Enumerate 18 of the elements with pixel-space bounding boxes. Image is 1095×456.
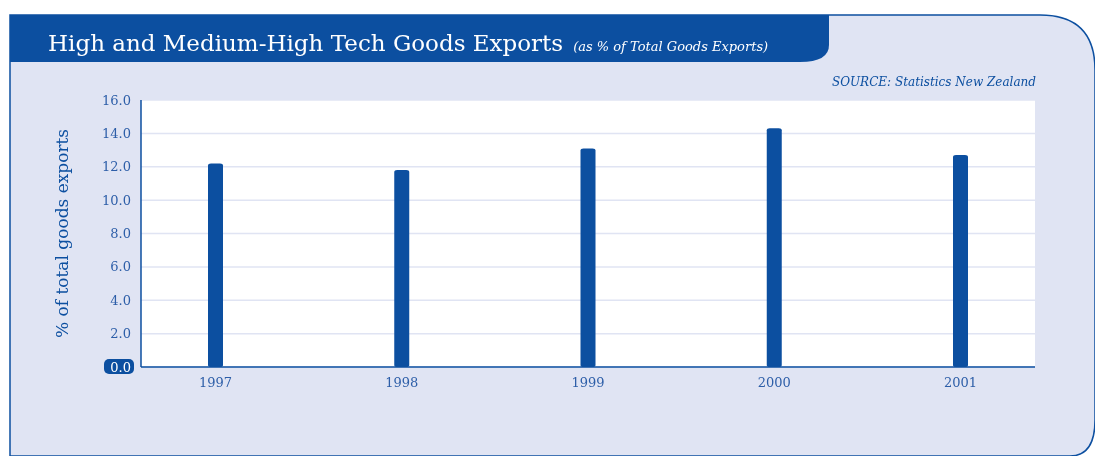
y-tick-label: 0.0 — [110, 359, 131, 375]
y-axis-title: % of total goods exports — [52, 128, 72, 339]
x-tick-label: 1998 — [385, 375, 419, 390]
y-tick-label: 2.0 — [110, 326, 131, 342]
source-note: SOURCE: Statistics New Zealand — [831, 75, 1037, 89]
y-tick-label: 6.0 — [110, 259, 131, 275]
y-tick-label: 14.0 — [102, 125, 131, 141]
x-tick-label: 1997 — [198, 375, 233, 390]
x-tick-label: 2000 — [757, 375, 791, 390]
y-tick-label: 16.0 — [102, 92, 131, 108]
y-tick-label: 12.0 — [102, 159, 131, 175]
chart-title: High and Medium-High Tech Goods Exports — [48, 30, 564, 56]
x-tick-label: 2001 — [943, 375, 978, 390]
chart-subtitle: (as % of Total Goods Exports) — [573, 39, 769, 54]
x-tick-label: 1999 — [571, 375, 605, 390]
y-tick-label: 4.0 — [110, 292, 131, 308]
y-tick-label: 8.0 — [110, 226, 131, 242]
y-tick-label: 10.0 — [102, 192, 131, 208]
